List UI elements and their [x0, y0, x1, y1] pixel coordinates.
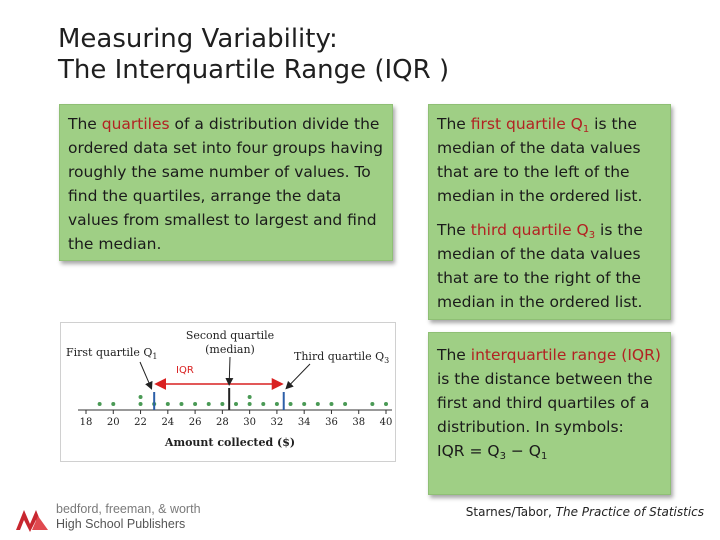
label-sub: 3 — [384, 356, 389, 365]
data-dot — [247, 395, 252, 399]
quartiles-definition-box: The quartiles of a distribution divide t… — [59, 104, 393, 261]
data-dot — [329, 402, 334, 406]
data-dot — [97, 402, 102, 406]
data-dot — [179, 402, 184, 406]
text: of a distribution divide the ordered dat… — [68, 115, 383, 253]
term-iqr: interquartile range (IQR) — [470, 346, 661, 364]
label-median: (median) — [205, 343, 255, 356]
median-pointer-arrow — [225, 356, 234, 386]
iqr-dot-plot: First quartile Q1 Second quartile (media… — [60, 322, 396, 462]
x-tick-label: 34 — [298, 417, 311, 428]
formula-part: IQR = Q — [437, 442, 500, 460]
label-first-quartile: First quartile Q1 — [66, 346, 158, 361]
data-dot — [193, 402, 198, 406]
subscript: 1 — [541, 451, 548, 462]
data-dot — [206, 402, 211, 406]
x-tick-label: 20 — [107, 417, 120, 428]
publisher-name: bedford, freeman, & worth High School Pu… — [56, 502, 201, 532]
publisher-logo-block: bedford, freeman, & worth High School Pu… — [14, 502, 214, 534]
data-dot — [111, 402, 116, 406]
data-dot — [343, 402, 348, 406]
data-dot — [302, 402, 307, 406]
citation-book: The Practice of Statistics — [555, 505, 704, 519]
data-dot — [234, 402, 238, 406]
term-text: third quartile Q — [470, 221, 589, 239]
text: The — [437, 346, 471, 364]
subscript: 3 — [588, 230, 596, 241]
data-dot — [288, 402, 293, 406]
x-axis-label: Amount collected ($) — [164, 436, 295, 449]
label-second-quartile: Second quartile — [186, 329, 274, 342]
iqr-formula: IQR = Q3 − Q1 — [437, 439, 662, 463]
data-dot — [138, 395, 143, 399]
term-third-quartile: third quartile Q3 — [470, 221, 596, 241]
data-dot — [261, 402, 266, 406]
x-tick-label: 40 — [380, 417, 393, 428]
publisher-line-2: High School Publishers — [56, 517, 186, 531]
citation: Starnes/Tabor, The Practice of Statistic… — [466, 505, 704, 519]
x-tick-label: 24 — [161, 417, 174, 428]
data-dot — [247, 402, 252, 406]
chart-frame — [60, 322, 396, 462]
text: is the median of the data values that ar… — [437, 115, 643, 205]
first-quartile-definition: The first quartile Q1 is the median of t… — [437, 112, 662, 208]
title-line-1: Measuring Variability: — [58, 24, 338, 54]
label-text: First quartile Q — [66, 346, 152, 359]
x-tick-label: 22 — [134, 417, 147, 428]
data-dot — [370, 402, 375, 406]
label-iqr: IQR — [176, 365, 194, 376]
x-tick-label: 28 — [216, 417, 229, 428]
slide-title: Measuring Variability: The Interquartile… — [58, 24, 678, 86]
data-dot — [384, 402, 388, 406]
formula-part: − Q — [505, 442, 542, 460]
first-third-quartile-box: The first quartile Q1 is the median of t… — [428, 104, 671, 320]
data-dot — [165, 402, 170, 406]
publisher-logo-icon — [16, 510, 48, 532]
data-dot — [315, 402, 320, 406]
x-tick-label: 36 — [325, 417, 338, 428]
publisher-line-1: bedford, freeman, & worth — [56, 502, 201, 516]
text: is the median of the data values that ar… — [437, 221, 643, 311]
term-quartiles: quartiles — [101, 115, 170, 133]
chart-marks: 18 20 22 24 26 28 30 32 34 36 38 40 — [78, 356, 393, 428]
term-first-quartile: first quartile Q1 — [470, 115, 590, 135]
subscript: 3 — [499, 451, 506, 462]
subscript: 1 — [582, 124, 590, 135]
label-third-quartile: Third quartile Q3 — [294, 350, 389, 365]
term-text: first quartile Q — [470, 115, 583, 133]
iqr-definition: The interquartile range (IQR) is the dis… — [437, 343, 662, 439]
text: The — [437, 115, 471, 133]
label-text: Third quartile Q — [294, 350, 384, 363]
q3-pointer-arrow — [285, 363, 311, 390]
title-line-2: The Interquartile Range (IQR ) — [58, 55, 450, 85]
x-tick-label: 32 — [271, 417, 284, 428]
label-sub: 1 — [152, 352, 157, 361]
x-tick-label: 26 — [189, 417, 202, 428]
text: is the distance between the first and th… — [437, 370, 653, 436]
iqr-definition-box: The interquartile range (IQR) is the dis… — [428, 332, 671, 495]
x-tick-label: 18 — [80, 417, 93, 428]
quartiles-definition: The quartiles of a distribution divide t… — [68, 112, 384, 256]
x-axis-label-text: Amount collected ($) — [164, 436, 295, 449]
text: The — [68, 115, 102, 133]
data-dot — [274, 402, 279, 406]
q1-pointer-arrow — [139, 361, 153, 390]
citation-authors: Starnes/Tabor, — [465, 505, 556, 519]
third-quartile-definition: The third quartile Q3 is the median of t… — [437, 218, 662, 314]
text: The — [437, 221, 471, 239]
x-tick-label: 30 — [243, 417, 256, 428]
data-dot — [220, 402, 225, 406]
data-dot — [138, 402, 143, 406]
x-tick-label: 38 — [352, 417, 365, 428]
